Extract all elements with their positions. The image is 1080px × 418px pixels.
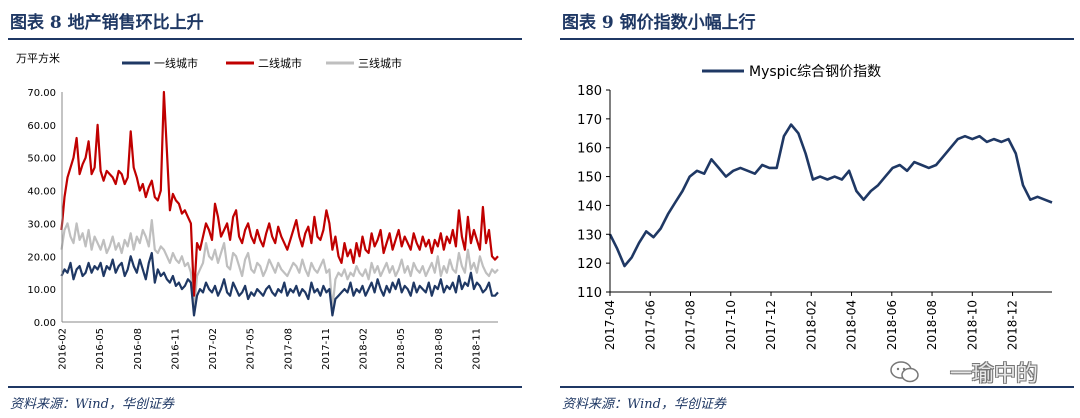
y-tick-label: 130	[577, 228, 602, 243]
chart-legend: Myspic综合钢价指数	[702, 64, 881, 80]
left-top-rule	[8, 38, 522, 40]
x-tick-label: 2018-02	[804, 300, 818, 350]
legend-label: 二线城市	[258, 56, 302, 70]
legend-label: 三线城市	[358, 56, 402, 70]
series-line-1	[608, 123, 1053, 268]
axes: 0.00 10.00 20.00 30.00 40.00 50.00 60.00 70.00 2…	[27, 88, 498, 370]
x-tick-label: 2017-12	[764, 300, 778, 350]
y-tick-label: 70.00	[27, 88, 56, 99]
x-tick-label: 2017-06	[643, 300, 657, 350]
y-axis-unit-label: 万平方米	[16, 51, 60, 65]
y-tick-label: 120	[577, 257, 602, 272]
y-tick-label: 140	[577, 199, 602, 214]
x-tick-label: 2016-05	[95, 328, 106, 370]
right-top-rule	[560, 38, 1074, 40]
y-tick-label: 180	[577, 84, 602, 99]
left-bottom-rule	[8, 386, 522, 388]
y-tick-label: 30.00	[27, 219, 56, 230]
x-tick-label: 2018-11	[471, 328, 482, 370]
x-tick-label: 2018-04	[845, 300, 859, 350]
left-source-note: 资料来源：Wind，华创证券	[10, 397, 174, 412]
plot-area	[62, 92, 498, 322]
series-group	[60, 90, 499, 317]
x-tick-label: 2017-02	[208, 328, 219, 370]
y-tick-label: 170	[577, 113, 602, 128]
x-tick-label: 2017-08	[283, 328, 294, 370]
right-figure-title: 图表 9 钢价指数小幅上行	[562, 13, 756, 33]
legend-label: 一线城市	[154, 56, 198, 70]
right-source-note: 资料来源：Wind，华创证券	[562, 397, 726, 412]
y-tick-label: 0.00	[34, 318, 56, 329]
plot-background	[62, 92, 498, 322]
x-tick-label: 2018-06	[885, 300, 899, 350]
series-line-2	[60, 90, 499, 297]
x-tick-label: 2018-12	[1006, 300, 1020, 350]
y-tick-label: 160	[577, 142, 602, 157]
y-tick-label: 150	[577, 171, 602, 186]
x-tick-label: 2018-05	[396, 328, 407, 370]
left-figure-title: 图表 8 地产销售环比上升	[10, 13, 204, 33]
x-tick-label: 2016-02	[58, 328, 69, 370]
y-tick-label: 10.00	[27, 285, 56, 296]
right-bottom-rule	[560, 386, 1074, 388]
x-tick-label: 2017-11	[321, 328, 332, 370]
x-tick-label: 2016-08	[133, 328, 144, 370]
x-tick-label: 2017-10	[724, 300, 738, 350]
series-line-1	[60, 251, 499, 317]
x-tick-label: 2018-08	[925, 300, 939, 350]
legend-label: Myspic综合钢价指数	[749, 64, 881, 80]
y-tick-label: 60.00	[27, 121, 56, 132]
property-sales-chart: 万平方米 一线城市 二线城市 三线城市 0.00 10.00 20.00 30.00 40.…	[16, 51, 499, 370]
chart-legend: 一线城市 二线城市 三线城市	[122, 56, 402, 70]
series-line-3	[60, 219, 499, 314]
x-tick-label: 2018-10	[965, 300, 979, 350]
x-tick-label: 2018-08	[434, 328, 445, 370]
wechat-icon	[890, 361, 919, 383]
left-figure-panel: 图表 8 地产销售环比上升 万平方米 一线城市 二线城市 三线城市 0.00 10.0…	[0, 0, 528, 418]
x-tick-label: 2018-02	[359, 328, 370, 370]
x-tick-label: 2017-05	[246, 328, 257, 370]
x-tick-label: 2016-11	[170, 328, 181, 370]
axes: 110 120 130 140 150 160 170 180 2017-04 2017-06 20…	[577, 84, 1052, 350]
steel-price-chart: Myspic综合钢价指数 110 120 130 140 150 160 170 180 201…	[577, 64, 1053, 350]
y-tick-label: 20.00	[27, 252, 56, 263]
series-group	[608, 123, 1053, 268]
y-tick-label: 40.00	[27, 187, 56, 198]
right-figure-panel: 图表 9 钢价指数小幅上行 Myspic综合钢价指数 110 120 130 140 1…	[552, 0, 1080, 418]
watermark-text: 一瑜中的	[949, 362, 1038, 387]
y-tick-label: 110	[577, 286, 602, 301]
x-tick-label: 2017-04	[603, 300, 617, 350]
x-tick-label: 2017-08	[684, 300, 698, 350]
y-tick-label: 50.00	[27, 154, 56, 165]
